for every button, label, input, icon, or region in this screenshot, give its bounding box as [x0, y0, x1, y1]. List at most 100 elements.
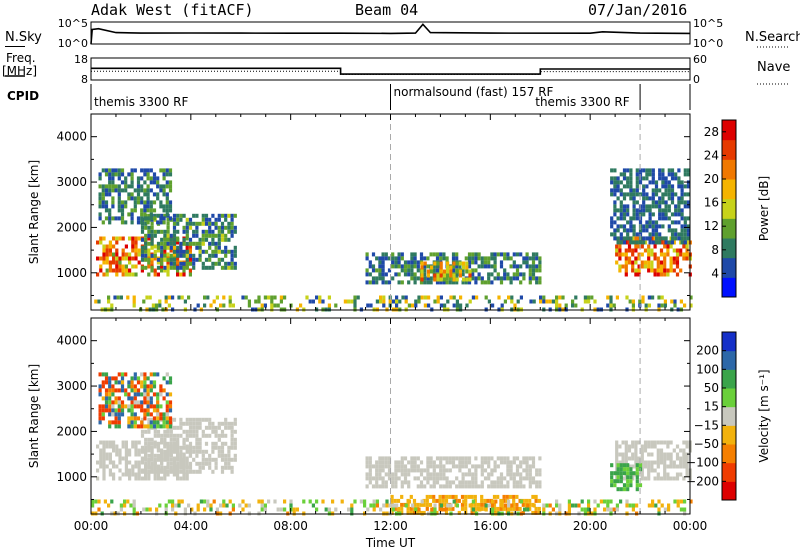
data-cell	[185, 249, 189, 254]
data-cell	[420, 273, 424, 278]
data-cell	[506, 456, 510, 461]
data-cell	[188, 244, 192, 249]
data-cell	[169, 429, 173, 434]
data-cell	[233, 441, 237, 446]
data-cell	[108, 424, 112, 429]
data-cell	[622, 196, 627, 201]
data-cell	[188, 441, 193, 446]
data-cell	[672, 460, 676, 465]
data-cell	[108, 472, 112, 477]
data-cell	[188, 272, 192, 277]
data-cell	[451, 252, 456, 257]
data-cell	[209, 507, 213, 512]
data-cell	[619, 172, 623, 177]
data-cell	[214, 221, 218, 226]
data-cell	[686, 168, 691, 173]
data-cell	[452, 273, 456, 278]
data-cell	[136, 220, 141, 225]
data-cell	[147, 460, 151, 465]
data-cell	[124, 452, 128, 457]
data-cell	[195, 461, 199, 466]
data-cell	[185, 445, 189, 450]
data-cell	[542, 507, 546, 512]
freq-series-line	[91, 70, 690, 75]
data-cell	[144, 245, 148, 250]
data-cell	[464, 464, 468, 469]
nave-label: Nave	[757, 60, 791, 75]
data-cell	[217, 425, 221, 430]
data-cell	[629, 184, 633, 189]
data-cell	[407, 472, 411, 477]
data-cell	[640, 244, 644, 249]
data-cell	[182, 429, 186, 434]
data-cell	[432, 476, 436, 481]
x-tick-label: 08:00	[273, 519, 308, 533]
data-cell	[371, 268, 376, 273]
colorbar-frame	[721, 331, 737, 501]
data-cell	[140, 476, 144, 481]
data-cell	[149, 420, 153, 425]
data-cell	[130, 400, 134, 405]
data-cell	[464, 256, 468, 261]
data-cell	[164, 507, 168, 512]
data-cell	[404, 295, 408, 300]
data-cell	[233, 261, 237, 266]
data-cell	[168, 168, 173, 173]
data-cell	[683, 236, 687, 241]
data-cell	[443, 507, 447, 512]
data-cell	[214, 425, 218, 430]
data-cell	[188, 248, 192, 253]
data-cell	[622, 208, 627, 213]
data-cell	[461, 272, 465, 277]
data-cell	[658, 224, 662, 229]
data-cell	[670, 196, 675, 201]
data-cell	[127, 392, 131, 397]
data-cell	[632, 200, 636, 205]
data-cell	[683, 220, 687, 225]
data-cell	[416, 510, 420, 515]
data-cell	[160, 461, 164, 466]
data-cell	[220, 445, 225, 450]
data-cell	[198, 241, 202, 246]
data-cell	[618, 452, 622, 457]
data-cell	[108, 252, 112, 257]
data-cell	[182, 465, 186, 470]
data-cell	[444, 494, 449, 499]
data-cell	[616, 208, 620, 213]
data-cell	[185, 265, 189, 270]
data-cell	[635, 483, 639, 488]
data-cell	[422, 498, 426, 503]
data-cell	[400, 510, 404, 515]
data-cell	[166, 461, 170, 466]
data-cell	[542, 503, 546, 508]
data-cell	[679, 248, 683, 253]
data-cell	[111, 384, 115, 389]
data-cell	[632, 240, 636, 245]
data-cell	[618, 252, 622, 257]
data-cell	[130, 216, 134, 221]
data-cell	[425, 498, 429, 503]
data-cell	[651, 192, 655, 197]
data-cell	[114, 184, 118, 189]
data-cell	[502, 506, 506, 511]
freq-series-line	[91, 67, 690, 75]
data-cell	[201, 429, 205, 434]
data-cell	[198, 417, 202, 422]
data-cell	[192, 229, 196, 234]
data-cell	[165, 192, 169, 197]
data-cell	[146, 216, 150, 221]
colorbar-tick-label: −15	[694, 418, 719, 432]
data-cell	[105, 452, 109, 457]
data-cell	[283, 507, 287, 512]
data-cell	[666, 444, 670, 449]
data-cell	[528, 256, 532, 261]
data-cell	[555, 503, 559, 508]
data-cell	[512, 480, 516, 485]
data-cell	[686, 184, 691, 189]
data-cell	[641, 299, 645, 304]
data-cell	[128, 472, 132, 477]
data-cell	[454, 494, 458, 499]
data-cell	[117, 188, 121, 193]
data-cell	[182, 229, 186, 234]
data-cell	[394, 468, 398, 473]
